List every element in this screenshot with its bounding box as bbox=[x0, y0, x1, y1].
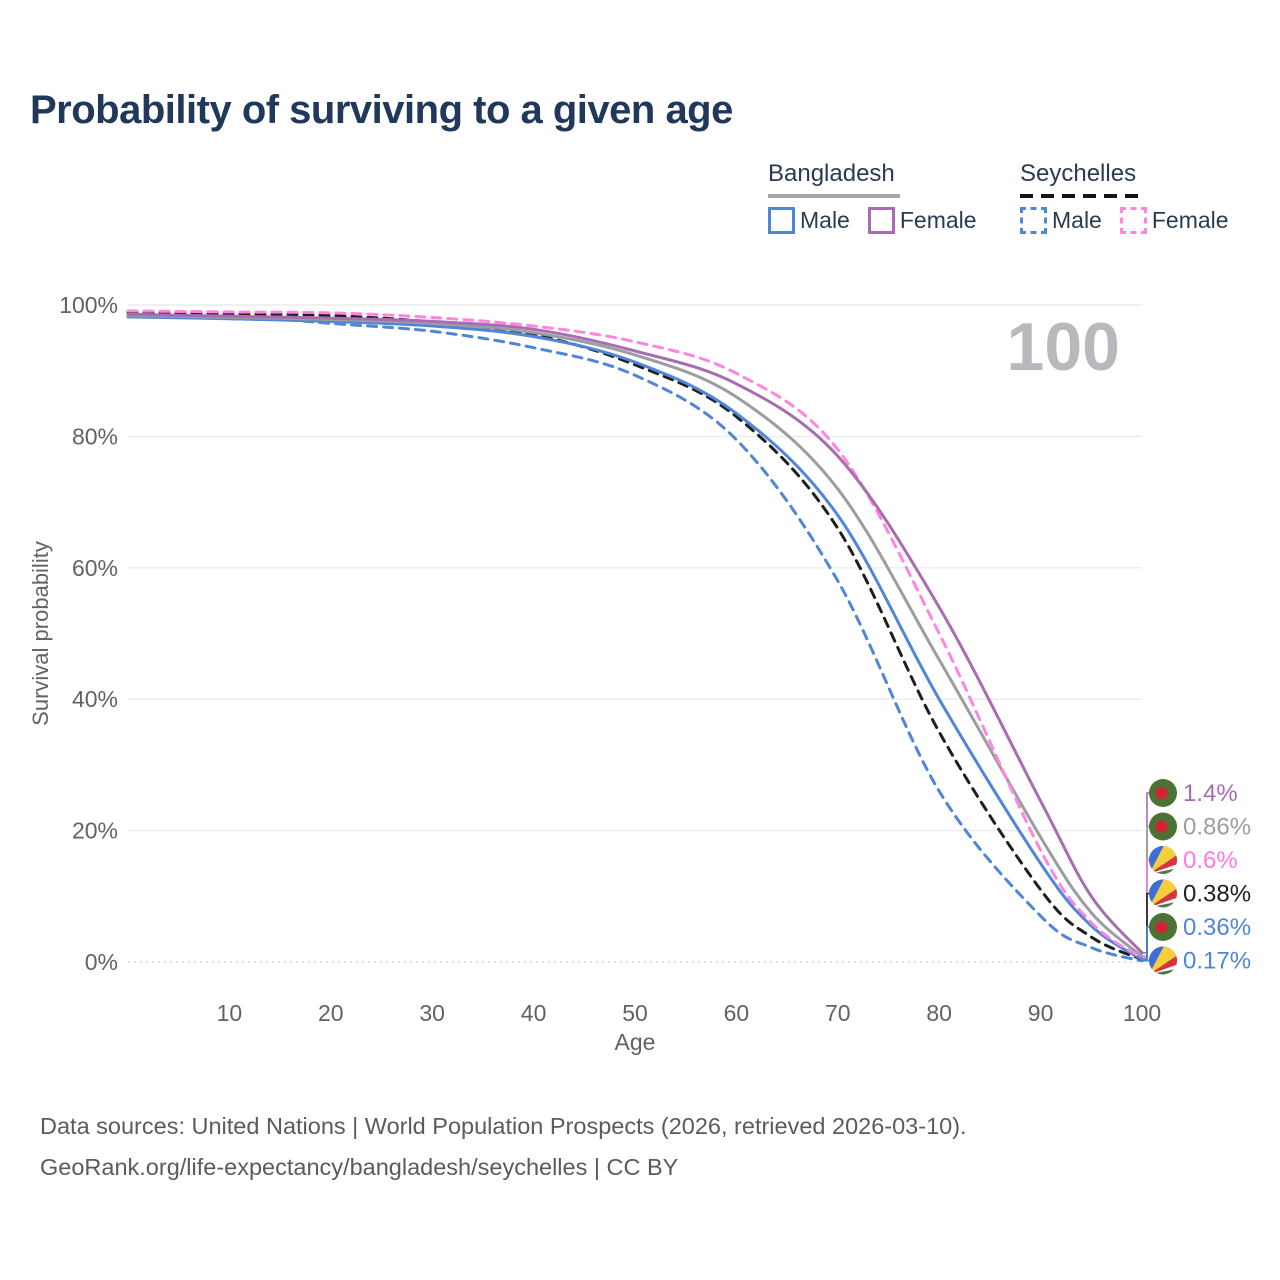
legend-items-bangladesh: Male Female bbox=[768, 207, 990, 234]
x-tick-label: 60 bbox=[724, 1000, 750, 1026]
x-tick-label: 20 bbox=[318, 1000, 344, 1026]
flag-seychelles-icon bbox=[1149, 846, 1177, 874]
legend-label-bangladesh-male: Male bbox=[800, 207, 850, 233]
y-axis-title: Survival probability bbox=[28, 541, 53, 726]
legend-swatch-seychelles-male bbox=[1020, 207, 1047, 234]
end-label-bangladesh-female: 1.4% bbox=[1183, 780, 1238, 807]
flag-bangladesh-icon bbox=[1149, 812, 1177, 841]
y-tick-label: 100% bbox=[59, 292, 118, 318]
legend-label-bangladesh-female: Female bbox=[899, 207, 977, 233]
legend-underline-bangladesh bbox=[768, 194, 900, 198]
legend-country-seychelles: Seychelles bbox=[1020, 160, 1137, 187]
x-tick-label: 100 bbox=[1123, 1000, 1161, 1026]
y-tick-label: 0% bbox=[85, 949, 118, 975]
end-label-bangladesh: 0.86% bbox=[1183, 814, 1251, 841]
line-seychelles bbox=[126, 310, 1144, 962]
line-seychelles-male bbox=[126, 311, 1144, 963]
x-tick-label: 90 bbox=[1028, 1000, 1054, 1026]
line-seychelles-female bbox=[126, 309, 1144, 960]
x-tick-label: 30 bbox=[419, 1000, 445, 1026]
legend-swatch-bangladesh-male bbox=[768, 207, 795, 234]
legend-label-seychelles-male: Male bbox=[1052, 207, 1102, 233]
legend-swatch-seychelles-female bbox=[1119, 207, 1147, 234]
legend-items-seychelles: Male Female bbox=[1020, 207, 1242, 234]
line-bangladesh-male bbox=[126, 315, 1144, 962]
line-bangladesh-female bbox=[126, 312, 1144, 955]
flag-seychelles-icon bbox=[1149, 879, 1177, 908]
age-annotation: 100 bbox=[1007, 309, 1120, 385]
chart-title: Probability of surviving to a given age bbox=[30, 88, 733, 132]
y-tick-label: 60% bbox=[72, 555, 118, 581]
footer-attribution: GeoRank.org/life-expectancy/bangladesh/s… bbox=[40, 1154, 679, 1180]
x-tick-label: 50 bbox=[622, 1000, 648, 1026]
end-label-bangladesh-male: 0.36% bbox=[1183, 914, 1251, 941]
flag-seychelles-icon bbox=[1149, 946, 1177, 975]
y-tick-label: 80% bbox=[72, 423, 118, 449]
legend-country-bangladesh: Bangladesh bbox=[768, 160, 895, 187]
x-tick-label: 10 bbox=[217, 1000, 243, 1026]
chart-footer: Data sources: United Nations | World Pop… bbox=[40, 1106, 967, 1188]
flag-bangladesh-icon bbox=[1149, 913, 1177, 941]
legend-label-seychelles-female: Female bbox=[1151, 207, 1229, 233]
flag-bangladesh-icon bbox=[1149, 779, 1177, 807]
end-label-seychelles-female: 0.6% bbox=[1183, 847, 1238, 874]
legend-group-seychelles: Seychelles Male Female bbox=[1020, 160, 1242, 234]
x-tick-label: 70 bbox=[825, 1000, 851, 1026]
x-tick-label: 40 bbox=[521, 1000, 547, 1026]
footer-sources: Data sources: United Nations | World Pop… bbox=[40, 1113, 967, 1139]
y-tick-label: 20% bbox=[72, 818, 118, 844]
x-tick-label: 80 bbox=[926, 1000, 952, 1026]
legend-swatch-bangladesh-female bbox=[867, 207, 895, 234]
y-tick-label: 40% bbox=[72, 686, 118, 712]
end-label-seychelles-male: 0.17% bbox=[1183, 948, 1251, 975]
x-axis-title: Age bbox=[615, 1029, 656, 1055]
end-label-seychelles: 0.38% bbox=[1183, 881, 1251, 908]
end-label-connector bbox=[1142, 926, 1151, 961]
legend-underline-seychelles bbox=[1020, 194, 1140, 198]
legend-group-bangladesh: Bangladesh Male Female bbox=[768, 160, 990, 234]
